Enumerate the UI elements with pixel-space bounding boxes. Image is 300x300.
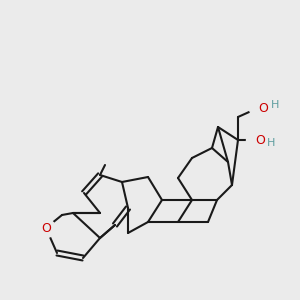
Text: O: O <box>255 134 265 146</box>
Text: H: H <box>271 100 279 110</box>
Text: O: O <box>258 101 268 115</box>
Text: O: O <box>41 221 51 235</box>
Text: H: H <box>267 138 275 148</box>
